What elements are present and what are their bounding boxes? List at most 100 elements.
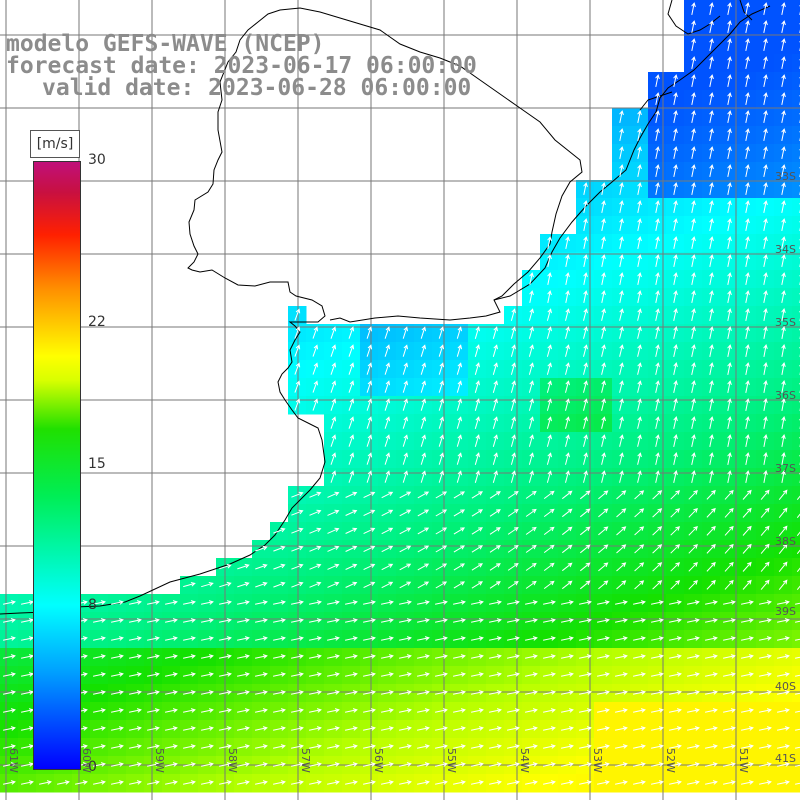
wind-arrow: [687, 654, 700, 659]
wind-arrow: [760, 579, 770, 590]
wind-arrow: [399, 600, 412, 605]
wind-arrow: [510, 434, 516, 447]
wind-arrow: [471, 654, 484, 659]
wind-arrow: [381, 672, 394, 677]
wind-arrow: [435, 654, 448, 659]
latitude-label: 34S: [775, 243, 796, 256]
wind-arrow: [165, 618, 178, 623]
wind-arrow: [147, 780, 160, 785]
wind-cell: [792, 234, 800, 253]
wind-arrow: [601, 380, 606, 393]
wind-arrow: [474, 416, 480, 429]
wind-arrow: [760, 507, 770, 518]
wind-arrow: [619, 452, 624, 465]
wind-arrow: [327, 744, 340, 749]
wind-arrow: [583, 344, 588, 357]
wind-arrow: [528, 398, 534, 411]
wind-arrow: [781, 452, 786, 465]
wind-arrow: [147, 636, 160, 641]
wind-arrow: [759, 726, 772, 731]
wind-arrow: [525, 672, 538, 677]
wind-arrow: [525, 654, 538, 659]
wind-arrow: [435, 744, 448, 749]
wind-arrow: [673, 254, 678, 267]
wind-arrow: [705, 762, 718, 767]
wind-arrow: [601, 434, 606, 447]
wind-cell: [792, 306, 800, 325]
wind-arrow: [778, 543, 788, 555]
wind-arrow: [565, 254, 570, 267]
wind-arrow: [201, 582, 214, 588]
wind-arrow: [561, 508, 573, 518]
wind-arrow: [796, 495, 800, 501]
wind-arrow: [651, 636, 664, 641]
wind-arrow: [669, 636, 682, 641]
wind-arrow: [691, 236, 696, 249]
wind-arrow: [655, 380, 660, 393]
wind-cell: [792, 702, 800, 721]
latitude-label: 35S: [775, 316, 796, 329]
wind-arrow: [687, 618, 700, 623]
wind-arrow: [742, 579, 752, 590]
wind-arrow: [363, 581, 376, 589]
wind-arrow: [781, 290, 786, 303]
wind-arrow: [691, 398, 696, 412]
wind-arrow: [327, 545, 340, 552]
wind-arrow: [474, 452, 480, 465]
wind-arrow: [763, 398, 768, 411]
wind-arrow: [507, 636, 520, 641]
wind-arrow: [273, 726, 286, 731]
wind-arrow: [183, 744, 196, 749]
wind-arrow: [637, 272, 642, 285]
wind-arrow: [763, 128, 768, 141]
wind-arrow: [111, 618, 124, 623]
wind-arrow: [21, 600, 34, 605]
wind-arrow: [763, 146, 768, 159]
wind-arrow: [565, 326, 570, 339]
wind-arrow: [291, 780, 304, 785]
wind-arrow: [291, 527, 304, 534]
wind-arrow: [619, 200, 624, 213]
wind-arrow: [705, 744, 718, 749]
wind-arrow: [651, 708, 664, 713]
wind-arrow: [777, 762, 790, 767]
wind-arrow: [745, 128, 750, 141]
wind-arrow: [651, 618, 664, 623]
wind-arrow: [583, 290, 588, 303]
wind-arrow: [601, 362, 606, 375]
wind-arrow: [219, 744, 232, 749]
wind-arrow: [525, 526, 537, 535]
wind-arrow: [402, 452, 409, 465]
wind-arrow: [309, 762, 322, 767]
wind-arrow: [291, 690, 304, 695]
wind-arrow: [489, 618, 502, 623]
wind-arrow: [651, 600, 664, 605]
wind-arrow: [579, 726, 592, 731]
wind-arrow: [723, 780, 736, 785]
wind-arrow: [399, 726, 412, 731]
wind-arrow: [565, 380, 570, 393]
wind-arrow: [546, 398, 552, 411]
wind-arrow: [3, 726, 16, 731]
wind-arrow: [402, 344, 409, 357]
wind-arrow: [237, 726, 250, 731]
wind-arrow: [565, 344, 570, 357]
wind-arrow: [363, 509, 376, 517]
wind-arrow: [687, 636, 700, 641]
wind-arrow: [597, 672, 610, 677]
wind-arrow: [165, 672, 178, 677]
wind-arrow: [615, 600, 628, 605]
wind-arrow: [363, 563, 376, 571]
wind-arrow: [147, 690, 160, 695]
wind-arrow: [3, 780, 16, 785]
wind-arrow: [745, 416, 750, 429]
wind-arrow: [381, 509, 394, 517]
wind-arrow: [723, 690, 736, 695]
wind-arrow: [399, 563, 412, 571]
wind-arrow: [363, 618, 376, 623]
wind-arrow: [474, 434, 480, 447]
wind-arrow: [598, 526, 609, 536]
wind-arrow: [763, 470, 768, 483]
wind-arrow: [219, 780, 232, 785]
